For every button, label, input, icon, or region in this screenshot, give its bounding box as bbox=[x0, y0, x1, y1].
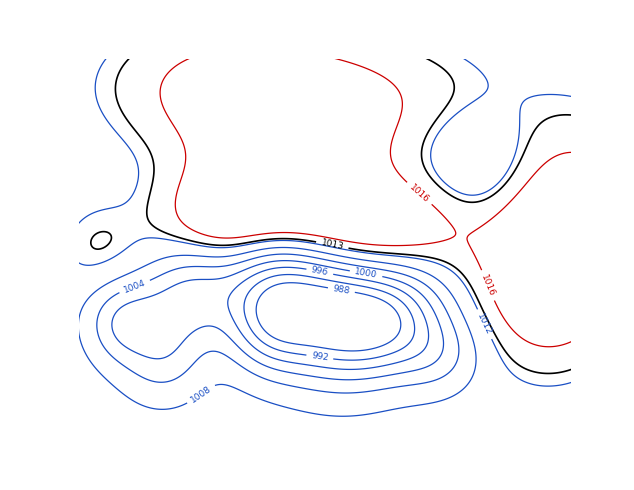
Text: 992: 992 bbox=[311, 351, 329, 363]
Text: 996: 996 bbox=[311, 266, 329, 278]
Text: 1016: 1016 bbox=[479, 273, 496, 298]
Text: 1012: 1012 bbox=[476, 312, 493, 337]
Text: Fr 07-06-2024 12:00 UTC (00+60): Fr 07-06-2024 12:00 UTC (00+60) bbox=[380, 466, 628, 479]
Text: 1008: 1008 bbox=[189, 384, 213, 404]
Text: 988: 988 bbox=[332, 284, 351, 296]
Text: 1013: 1013 bbox=[320, 239, 344, 252]
Text: Surface pressure [hPa] ECMWF: Surface pressure [hPa] ECMWF bbox=[6, 466, 230, 479]
Text: 1004: 1004 bbox=[122, 278, 147, 294]
Text: 1000: 1000 bbox=[354, 267, 378, 280]
Text: 1016: 1016 bbox=[408, 182, 431, 204]
